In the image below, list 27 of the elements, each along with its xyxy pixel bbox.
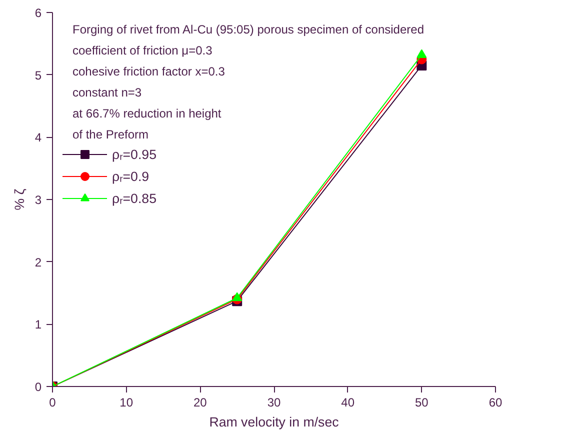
x-tick-label: 0 (49, 396, 56, 410)
annotation: coefficient of friction μ=0.3 (72, 44, 213, 58)
point (416, 49, 427, 58)
annotation: at 66.7% reduction in height (72, 106, 222, 120)
y-tick-label: 1 (34, 318, 42, 332)
x-tick-label: 30 (267, 396, 281, 410)
annotation: Forging of rivet from Al-Cu (95:05) porous specimen of considered (72, 22, 424, 36)
y-tick-label: 2 (34, 255, 42, 270)
y-axis-title: % ζ (12, 188, 27, 210)
annotation: cohesive friction factor x=0.3 (72, 64, 226, 78)
legend-label: ρᵣ=0.95 (112, 146, 157, 162)
x-axis-title: Ram velocity in m/sec (209, 414, 340, 430)
y-tick-label: 6 (34, 6, 42, 20)
legend-label: ρᵣ=0.85 (112, 190, 157, 206)
x-tick-label: 60 (488, 396, 502, 410)
point (232, 292, 242, 302)
y-tick-label: 5 (34, 68, 42, 82)
y-tick-label: 0 (34, 380, 42, 394)
x-tick-label: 40 (341, 396, 355, 410)
legend-label: ρᵣ=0.9 (112, 168, 150, 184)
x-tick-label: 10 (120, 396, 134, 410)
y-tick-label: 4 (34, 130, 42, 145)
x-tick-label: 50 (414, 396, 429, 410)
x-tick-label: 20 (193, 396, 208, 410)
annotation: constant n=3 (72, 86, 142, 100)
y-tick-label: 3 (34, 193, 42, 207)
annotation: of the Preform (72, 128, 149, 142)
